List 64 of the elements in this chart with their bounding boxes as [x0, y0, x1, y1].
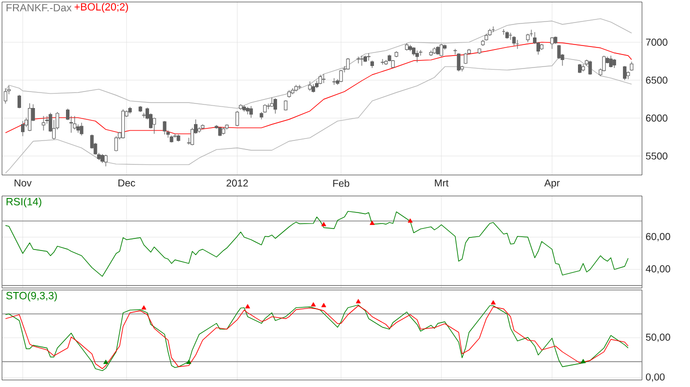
candlestick [440, 44, 444, 57]
candlestick [609, 55, 613, 68]
candlestick [274, 98, 278, 114]
x-tick-label: Feb [333, 180, 350, 187]
line-series [5, 42, 632, 134]
candlestick [622, 66, 626, 80]
candlestick [28, 102, 32, 132]
candlestick [578, 64, 582, 74]
candlestick [21, 120, 25, 136]
candlestick [380, 58, 384, 65]
x-tick-label: Apr [544, 180, 560, 188]
point [186, 360, 192, 364]
candlestick [339, 70, 343, 82]
candlestick [162, 120, 166, 135]
candlestick [360, 55, 364, 66]
candlestick [602, 55, 606, 72]
x-tick-label: Mrt [434, 180, 449, 186]
point [245, 304, 250, 308]
y-tick-label: 50,00 [646, 334, 670, 342]
x-tick-label: Nov [14, 180, 32, 186]
x-tick-label: 2012 [226, 180, 248, 187]
candlestick [308, 81, 312, 92]
text: +BOL(20;2) [74, 2, 128, 13]
candlestick [456, 52, 460, 72]
candlestick [464, 52, 468, 64]
candlestick [415, 50, 419, 63]
y-tick-label: 6000 [646, 114, 668, 122]
line-series [5, 56, 632, 174]
point [103, 360, 108, 364]
candlestick [588, 60, 592, 76]
point [580, 358, 586, 364]
y-tick-label: 40,00 [646, 265, 670, 274]
candlestick [4, 88, 8, 104]
x-tick-label: Dec [118, 180, 136, 186]
candlestick [249, 106, 253, 118]
candlestick [100, 154, 104, 164]
candlestick [104, 154, 108, 167]
candlestick [612, 58, 616, 68]
candlestick [42, 116, 46, 131]
point [490, 300, 496, 304]
y-tick-label: 0,00 [646, 373, 665, 382]
line-series [5, 210, 629, 277]
y-tick-label: 7000 [646, 38, 668, 46]
candlestick [152, 117, 156, 134]
candlestick [173, 133, 177, 138]
series-label: RSI(14) [6, 198, 42, 208]
candlestick [114, 136, 118, 152]
point [356, 298, 361, 304]
candlestick [298, 84, 302, 90]
candlestick [235, 110, 240, 126]
point [141, 305, 146, 310]
candlestick [512, 36, 516, 46]
y-tick-label: 60,00 [646, 233, 670, 242]
line-series [5, 18, 632, 109]
point [321, 302, 326, 308]
candlestick [270, 97, 274, 108]
candlestick [80, 122, 84, 136]
y-tick-label: 6500 [646, 76, 668, 84]
point [310, 302, 316, 306]
series-label: STO(9,3,3) [6, 292, 57, 302]
candlestick [72, 116, 76, 130]
y-tick-label: 5500 [646, 152, 668, 160]
chart-title: FRANKF.-Dax [6, 4, 72, 12]
candlestick [18, 94, 22, 109]
